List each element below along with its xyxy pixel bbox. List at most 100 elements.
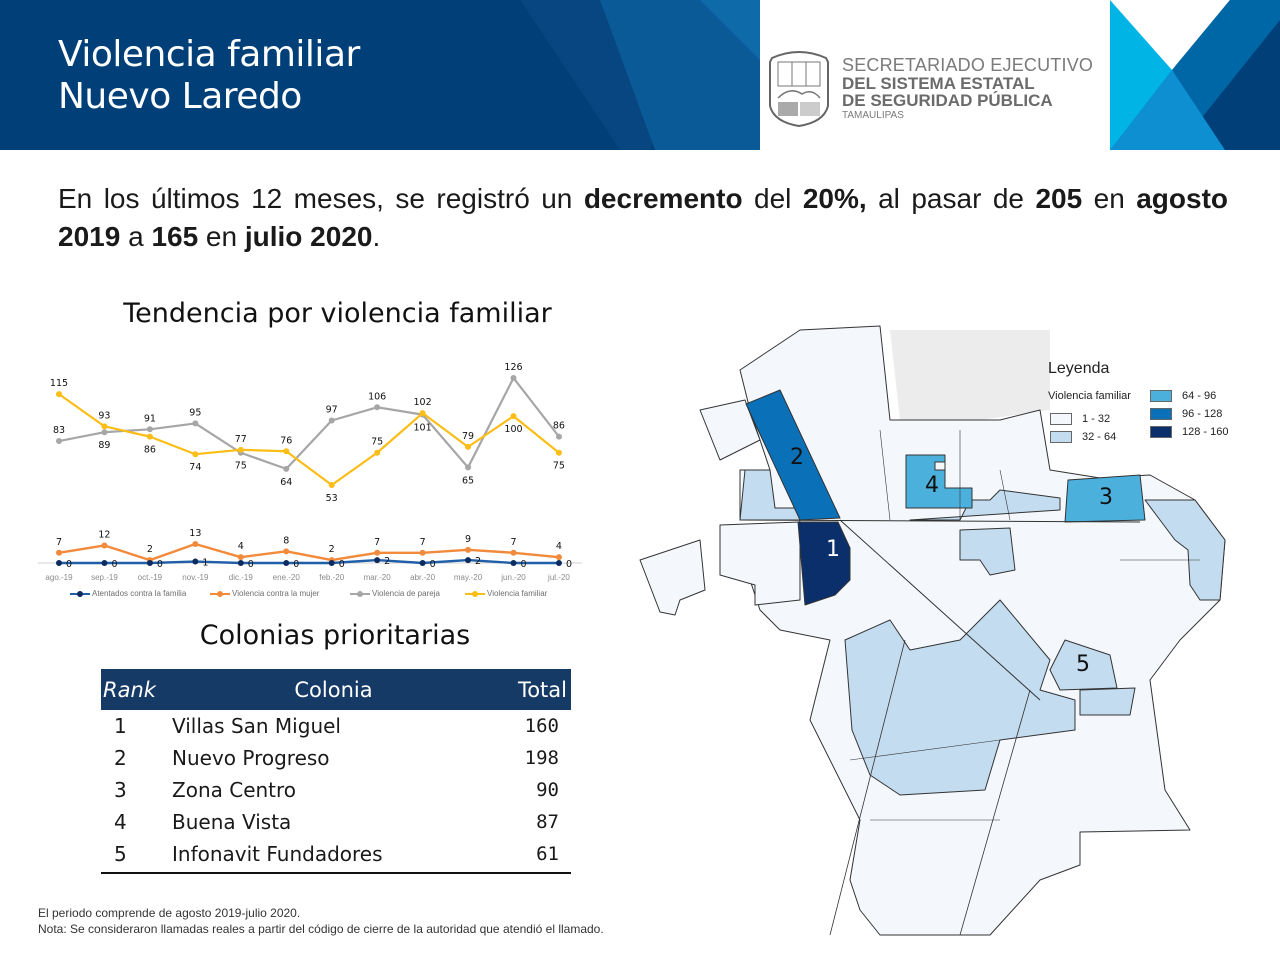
data-label: 83 [53, 425, 65, 436]
x-tick-label: dic.-19 [229, 573, 254, 582]
data-label: 93 [98, 410, 110, 421]
data-point [101, 560, 108, 566]
trend-chart: ago.-19 sep.-19 oct.-19 nov.-19 dic.-19 ene.-… [38, 362, 582, 582]
data-point [555, 433, 562, 440]
data-label: 0 [248, 559, 254, 570]
summary-text: En los últimos 12 meses, se registró un … [58, 180, 1228, 256]
table-row: 4 Buena Vista 87 [101, 806, 571, 838]
summary-bold: 205 [1035, 183, 1083, 214]
data-point [374, 549, 381, 556]
map-region-32-64 [1144, 499, 1226, 601]
data-point [510, 374, 517, 381]
series-line-violencia-contra-la-mujer [58, 542, 560, 562]
x-tick-label: nov.-19 [182, 573, 209, 582]
logo-line-3: DE SEGURIDAD PÚBLICA [842, 91, 1053, 110]
legend-swatch [210, 590, 230, 598]
data-label: 74 [189, 462, 201, 473]
map-legend-subtitle: Violencia familiar [1048, 390, 1131, 402]
x-tick-label: oct.-19 [138, 573, 163, 582]
cell-rank: 5 [114, 842, 127, 866]
choropleth-map [639, 325, 1226, 936]
data-point [465, 557, 472, 564]
data-point [510, 560, 517, 566]
data-label: 75 [235, 461, 247, 472]
data-point [192, 420, 199, 427]
legend-swatch [1150, 426, 1172, 438]
map-label-3: 3 [1099, 485, 1113, 510]
chart-title: Tendencia por violencia familiar [123, 298, 552, 329]
legend-label: Atentados contra la familia [92, 589, 187, 598]
data-label: 86 [144, 445, 156, 456]
x-tick-label: may.-20 [454, 573, 483, 582]
data-label: 101 [414, 423, 432, 434]
data-point [328, 482, 335, 488]
data-point [101, 423, 108, 430]
x-tick-label: ene.-20 [273, 573, 301, 582]
map-legend-title: Leyenda [1048, 360, 1110, 377]
header-rank: Rank [103, 677, 156, 702]
data-point [146, 433, 153, 440]
data-point [56, 560, 62, 566]
series-line-violencia-familiar [58, 393, 560, 487]
data-point [192, 558, 199, 565]
data-label: 8 [283, 535, 289, 546]
logo-line-2: DEL SISTEMA ESTATAL [842, 74, 1035, 93]
data-label: 75 [371, 437, 383, 448]
data-point [192, 541, 199, 548]
data-point [555, 560, 562, 566]
data-label: 13 [189, 528, 201, 539]
header-banner: Violencia familiar Nuevo Laredo SECRETAR… [0, 0, 1280, 150]
cell-total: 87 [536, 811, 559, 833]
data-label: 2 [475, 556, 481, 567]
title-line-2: Nuevo Laredo [58, 76, 302, 117]
table-row: 3 Zona Centro 90 [101, 774, 571, 806]
data-point [56, 391, 62, 398]
table-row: 5 Infonavit Fundadores 61 [101, 838, 571, 870]
data-label: 0 [157, 559, 163, 570]
cell-total: 61 [536, 843, 559, 865]
map-region-32-64 [959, 527, 1016, 576]
legend-swatch [350, 590, 370, 598]
summary-part: del [742, 183, 803, 214]
summary-part: en [198, 221, 245, 252]
footnote-period: El periodo comprende de agosto 2019-juli… [38, 906, 301, 920]
summary-bold: 165 [151, 221, 199, 252]
map-background-area [890, 330, 1050, 420]
data-label: 91 [144, 413, 156, 424]
table-bottom-rule [101, 872, 571, 874]
data-label: 7 [420, 537, 426, 548]
data-label: 2 [329, 544, 335, 555]
legend-class-label: 128 - 160 [1182, 426, 1229, 438]
data-label: 64 [280, 477, 292, 488]
state-seal-icon [769, 51, 829, 128]
data-point [328, 560, 335, 566]
data-label: 4 [238, 541, 244, 552]
data-label: 77 [235, 434, 247, 445]
cell-colonia: Villas San Miguel [172, 714, 341, 738]
data-point [283, 465, 290, 472]
data-label: 0 [566, 559, 572, 570]
data-point [419, 560, 426, 566]
title-line-1: Violencia familiar [58, 34, 360, 75]
cell-rank: 1 [114, 714, 127, 738]
summary-bold: agosto 2019 [58, 183, 1228, 252]
map-label-5: 5 [1076, 652, 1090, 677]
map-label-1: 1 [826, 537, 840, 562]
cell-rank: 3 [114, 778, 127, 802]
x-tick-label: feb.-20 [319, 573, 344, 582]
map-region-rank-2 [745, 389, 841, 521]
data-label: 65 [462, 475, 474, 486]
cell-colonia: Infonavit Fundadores [172, 842, 383, 866]
map-region-32-64 [1049, 639, 1118, 691]
table-row: 1 Villas San Miguel 160 [101, 710, 571, 742]
map-label-2: 2 [790, 445, 804, 470]
data-point [56, 438, 62, 445]
cell-colonia: Nuevo Progreso [172, 746, 330, 770]
data-label: 97 [326, 404, 338, 415]
cell-rank: 4 [114, 810, 127, 834]
logo-line-4: TAMAULIPAS [842, 110, 904, 121]
header-colonia: Colonia [294, 677, 373, 702]
secretariado-logo: SECRETARIADO EJECUTIVO DEL SISTEMA ESTAT… [766, 48, 1096, 128]
colonias-table: Rank Colonia Total 1 Villas San Miguel 1… [101, 669, 571, 874]
map-region-rank-1 [797, 521, 851, 606]
